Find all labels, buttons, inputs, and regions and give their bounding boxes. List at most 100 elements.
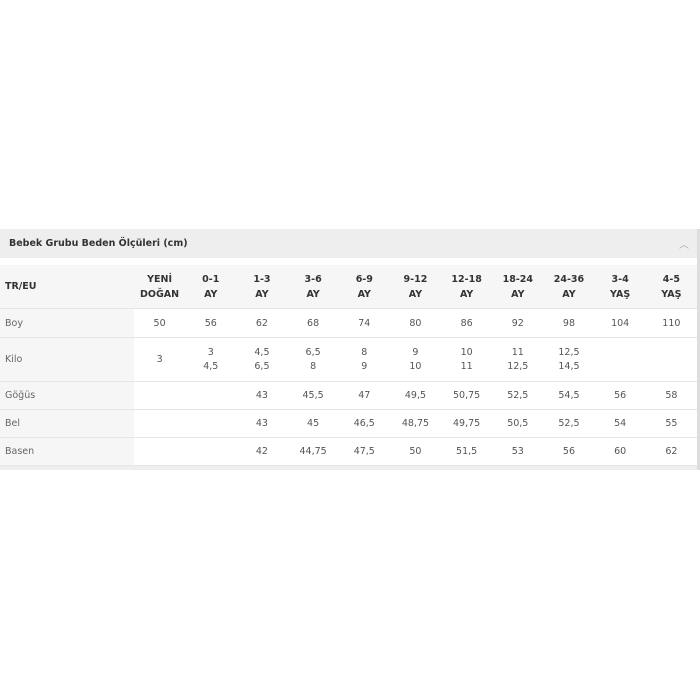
table-cell: 6,5 8 <box>287 337 339 382</box>
table-cell <box>645 337 697 382</box>
panel-title: Bebek Grubu Beden Ölçüleri (cm) <box>9 238 188 249</box>
cell-value: 104 <box>611 317 630 329</box>
column-header-line: AY <box>511 288 525 300</box>
column-header-line: 18-24 <box>502 273 533 285</box>
table-cell: 43 <box>236 409 288 438</box>
cell-value: 50,75 <box>453 390 481 401</box>
column-header: 12-18 AY <box>441 265 493 309</box>
size-chart-panel: Bebek Grubu Beden Ölçüleri (cm) ︿ TR/EU Y… <box>0 229 697 470</box>
table-cell: 86 <box>441 308 493 338</box>
cell-value: 3 <box>207 346 214 358</box>
table-cell: 92 <box>492 308 544 338</box>
table-cell: 47 <box>338 381 390 410</box>
cell-value: 12,5 <box>507 360 529 372</box>
table-cell: 42 <box>236 437 288 466</box>
table-row: Kilo 3 3 4,5 4,5 6,5 6,5 8 8 9 9 10 10 11 11 12,5 12,5 14… <box>0 337 697 382</box>
column-header: 0-1 AY <box>185 265 237 309</box>
cell-value: 14,5 <box>558 360 580 372</box>
column-header: 3-6 AY <box>287 265 339 309</box>
column-header: 24-36 AY <box>543 265 595 309</box>
cell-value: 68 <box>307 317 320 329</box>
table-cell: 50,5 <box>492 409 544 438</box>
row-label: Bel <box>0 409 134 438</box>
cell-value: 50 <box>409 446 422 457</box>
column-header-line: 1-3 <box>253 273 271 285</box>
table-cell: 54 <box>594 409 646 438</box>
cell-value: 12,5 <box>558 346 580 358</box>
table-cell <box>134 409 186 438</box>
table-cell: 104 <box>594 308 646 338</box>
table-row: Basen 42 44,75 47,5 50 51,5 53 56 60 62 <box>0 437 697 466</box>
table-cell: 74 <box>338 308 390 338</box>
table-row: Bel 43 45 46,5 48,75 49,75 50,5 52,5 54 55 <box>0 409 697 438</box>
column-header-line: 0-1 <box>202 273 220 285</box>
column-header-line: 3-6 <box>304 273 322 285</box>
table-row: Göğüs 43 45,5 47 49,5 50,75 52,5 54,5 56 58 <box>0 381 697 410</box>
cell-value: 9 <box>412 346 419 358</box>
column-header-line: AY <box>408 288 423 300</box>
column-header-line: 3-4 <box>611 273 629 285</box>
column-header-line: YAŞ <box>661 288 682 300</box>
chevron-up-icon[interactable]: ︿ <box>679 240 689 251</box>
cell-value: 6,5 <box>254 360 270 372</box>
cell-value: 110 <box>662 317 681 329</box>
column-header-line: 24-36 <box>553 273 585 285</box>
column-header-line: YAŞ <box>610 288 631 300</box>
cell-value: 9 <box>361 360 368 372</box>
cell-value: 51,5 <box>456 446 478 457</box>
table-cell: 55 <box>645 409 697 438</box>
table-cell: 46,5 <box>338 409 390 438</box>
cell-value: 56 <box>204 317 217 329</box>
table-cell <box>185 437 237 466</box>
column-header: 6-9 AY <box>338 265 390 309</box>
table-cell: 45 <box>287 409 339 438</box>
column-header-line: AY <box>562 288 576 300</box>
cell-value: 3 <box>156 353 163 365</box>
cell-value: 49,75 <box>453 418 481 429</box>
column-header-line: AY <box>306 288 320 300</box>
cell-value: 42 <box>255 446 268 457</box>
table-cell <box>134 437 186 466</box>
cell-value: 49,5 <box>404 390 427 401</box>
table-cell: 50 <box>134 308 186 338</box>
cell-value: 52,5 <box>507 390 529 401</box>
column-header-line: AY <box>459 288 474 300</box>
cell-value: 44,75 <box>299 446 327 457</box>
table-cell <box>594 337 646 382</box>
cell-value: 86 <box>460 317 473 329</box>
table-cell: 56 <box>594 381 646 410</box>
cell-value: 4,5 <box>203 360 219 372</box>
column-header: YENİ DOĞAN <box>134 265 186 309</box>
table-cell: 51,5 <box>441 437 493 466</box>
cell-value: 11 <box>460 360 473 372</box>
column-header-line: DOĞAN <box>140 288 180 300</box>
table-cell: 62 <box>236 308 288 338</box>
column-header-line: AY <box>255 288 269 300</box>
table-cell: 68 <box>287 308 339 338</box>
cell-value: 54,5 <box>558 390 580 401</box>
table-cell <box>185 409 237 438</box>
table-cell: 56 <box>543 437 595 466</box>
column-header-line: YENİ <box>147 273 173 285</box>
cell-value: 43 <box>255 418 268 429</box>
cell-value: 53 <box>511 446 524 457</box>
table-cell: 60 <box>594 437 646 466</box>
panel-header[interactable]: Bebek Grubu Beden Ölçüleri (cm) ︿ <box>0 229 697 258</box>
row-label: Basen <box>0 437 134 466</box>
cell-value: 55 <box>665 418 678 429</box>
column-header-line: 12-18 <box>451 273 482 285</box>
cell-value: 11 <box>511 346 524 358</box>
table-cell: 10 11 <box>441 337 493 382</box>
table-cell: 9 10 <box>389 337 442 382</box>
cell-value: 45,5 <box>302 390 324 401</box>
scrollbar[interactable] <box>697 229 700 470</box>
column-header: 18-24 AY <box>492 265 544 309</box>
table-cell: 43 <box>236 381 288 410</box>
column-header-line: AY <box>357 288 371 300</box>
table-cell <box>185 381 237 410</box>
column-header-line: 4-5 <box>662 273 680 285</box>
cell-value: 8 <box>361 346 368 358</box>
cell-value: 58 <box>665 390 678 401</box>
cell-value: 50,5 <box>507 418 529 429</box>
table-cell: 47,5 <box>338 437 390 466</box>
